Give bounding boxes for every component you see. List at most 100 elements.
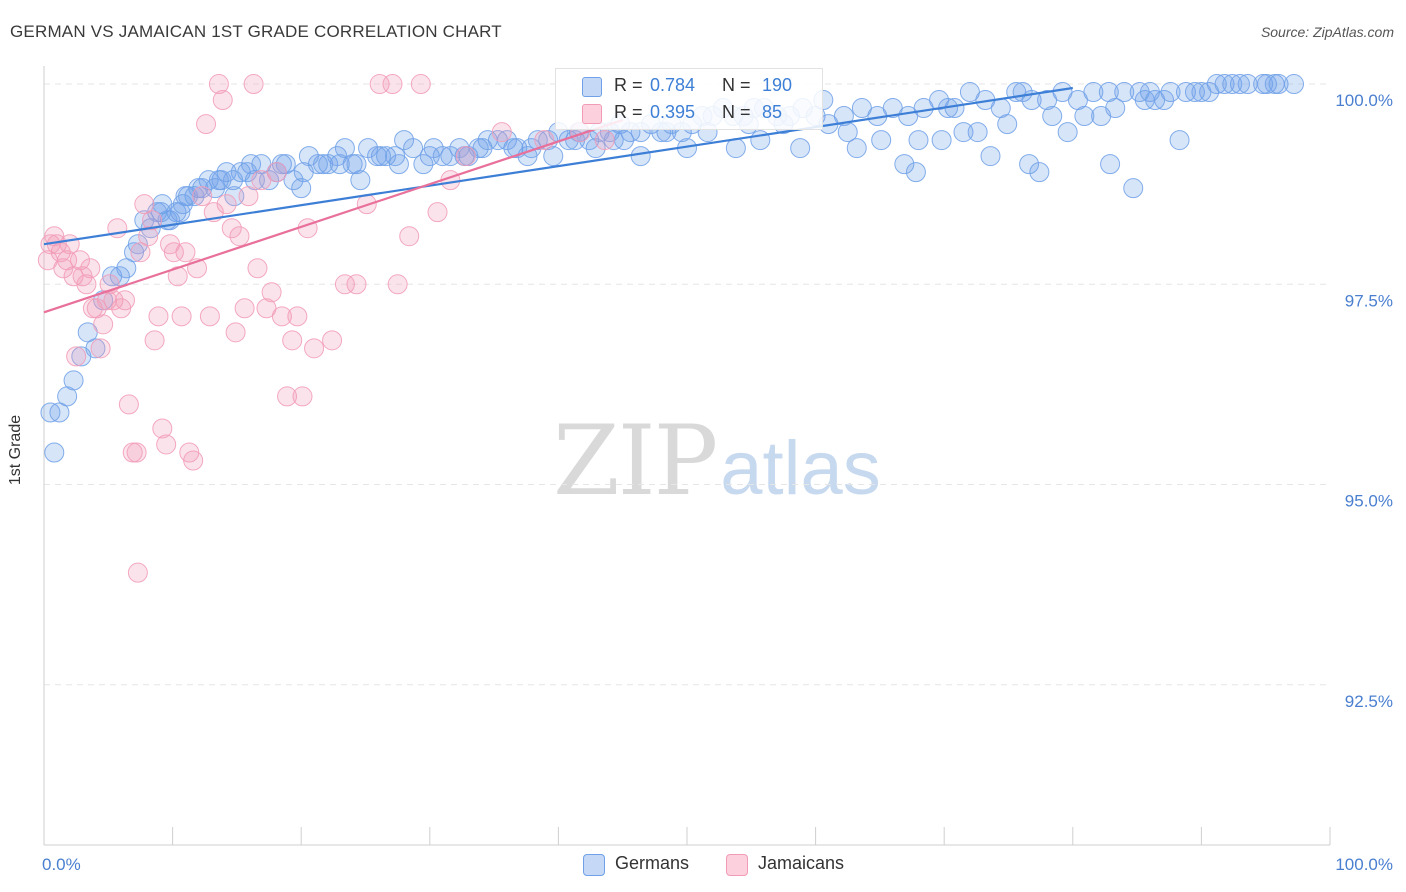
n-label: N = [722,75,751,95]
point-jamaicans [271,306,292,327]
point-germans [313,154,334,175]
point-jamaicans [261,282,282,303]
y-tick-label: 95.0% [1345,492,1393,511]
point-germans [1222,74,1243,95]
point-germans [871,130,892,151]
point-jamaicans [152,418,173,439]
point-jamaicans [247,258,268,279]
stats-row-germans: R = 0.784 N = 190 [556,73,822,99]
point-jamaicans [171,306,192,327]
point-germans [1029,162,1050,183]
point-germans [283,170,304,191]
point-germans [293,162,314,183]
point-jamaicans [103,290,124,311]
point-germans [223,170,244,191]
point-jamaicans [410,74,431,95]
point-jamaicans [183,450,204,471]
point-jamaicans [148,306,169,327]
point-germans [833,106,854,127]
point-germans [472,138,493,159]
point-germans [329,154,350,175]
point-germans [1139,82,1160,103]
point-jamaicans [234,298,255,319]
point-jamaicans [238,186,259,207]
point-jamaicans [115,290,136,311]
point-germans [259,170,280,191]
point-germans [1160,82,1181,103]
point-germans [503,138,524,159]
point-germans [49,402,70,423]
point-germans [1229,74,1250,95]
point-germans [1114,82,1135,103]
point-germans [334,138,355,159]
point-jamaicans [292,386,313,407]
point-jamaicans [163,242,184,263]
point-jamaicans [127,562,148,583]
point-jamaicans [175,242,196,263]
point-jamaicans [134,194,155,215]
point-germans [980,146,1001,167]
point-jamaicans [304,338,325,359]
point-jamaicans [382,74,403,95]
point-jamaicans [282,330,303,351]
stats-swatch-jamaicans [582,104,602,124]
stats-swatch-germans [582,77,602,97]
point-germans [208,170,229,191]
trend-line-jamaicans [43,119,624,314]
point-germans [543,146,564,167]
point-jamaicans [266,162,287,183]
point-jamaicans [322,330,343,351]
point-germans [1169,130,1190,151]
r-value: 0.784 [650,75,696,95]
point-germans [1264,74,1285,95]
point-germans [413,154,434,175]
chart-title: GERMAN VS JAMAICAN 1ST GRADE CORRELATION… [10,22,502,41]
point-jamaicans [156,434,177,455]
point-germans [1206,74,1227,95]
point-jamaicans [196,114,217,135]
point-germans [346,154,367,175]
point-germans [291,178,312,199]
legend-label-germans: Germans [615,853,690,873]
point-germans [613,130,634,151]
point-germans [127,234,148,255]
point-germans [997,114,1018,135]
point-germans [216,162,237,183]
point-germans [1057,122,1078,143]
point-germans [1042,106,1063,127]
point-germans [527,130,548,151]
y-axis-label: 1st Grade [7,414,24,486]
point-germans [1199,82,1220,103]
r-label: R = [614,102,643,122]
point-germans [894,154,915,175]
point-germans [370,146,391,167]
point-germans [403,138,424,159]
point-jamaicans [144,330,165,351]
point-jamaicans [192,186,213,207]
trend-line-germans [43,86,1073,246]
stats-box: R = 0.784 N = 190 R = 0.395 N = 85 [555,68,823,130]
point-germans [1012,82,1033,103]
point-germans [967,122,988,143]
point-germans [44,442,65,463]
point-jamaicans [70,250,91,271]
r-value: 0.395 [650,102,696,122]
point-jamaicans [399,226,420,247]
point-jamaicans [93,314,114,335]
point-jamaicans [225,322,246,343]
y-tick-label: 97.5% [1345,291,1393,310]
point-jamaicans [142,210,163,231]
point-germans [905,162,926,183]
point-germans [1091,106,1112,127]
point-jamaicans [387,274,408,295]
point-jamaicans [229,226,250,247]
point-germans [1256,74,1277,95]
point-germans [63,370,84,391]
point-germans [1083,82,1104,103]
point-jamaicans [90,338,111,359]
y-tick-label: 100.0% [1335,91,1393,110]
n-value: 190 [762,75,793,95]
point-jamaicans [287,306,308,327]
point-jamaicans [199,306,220,327]
